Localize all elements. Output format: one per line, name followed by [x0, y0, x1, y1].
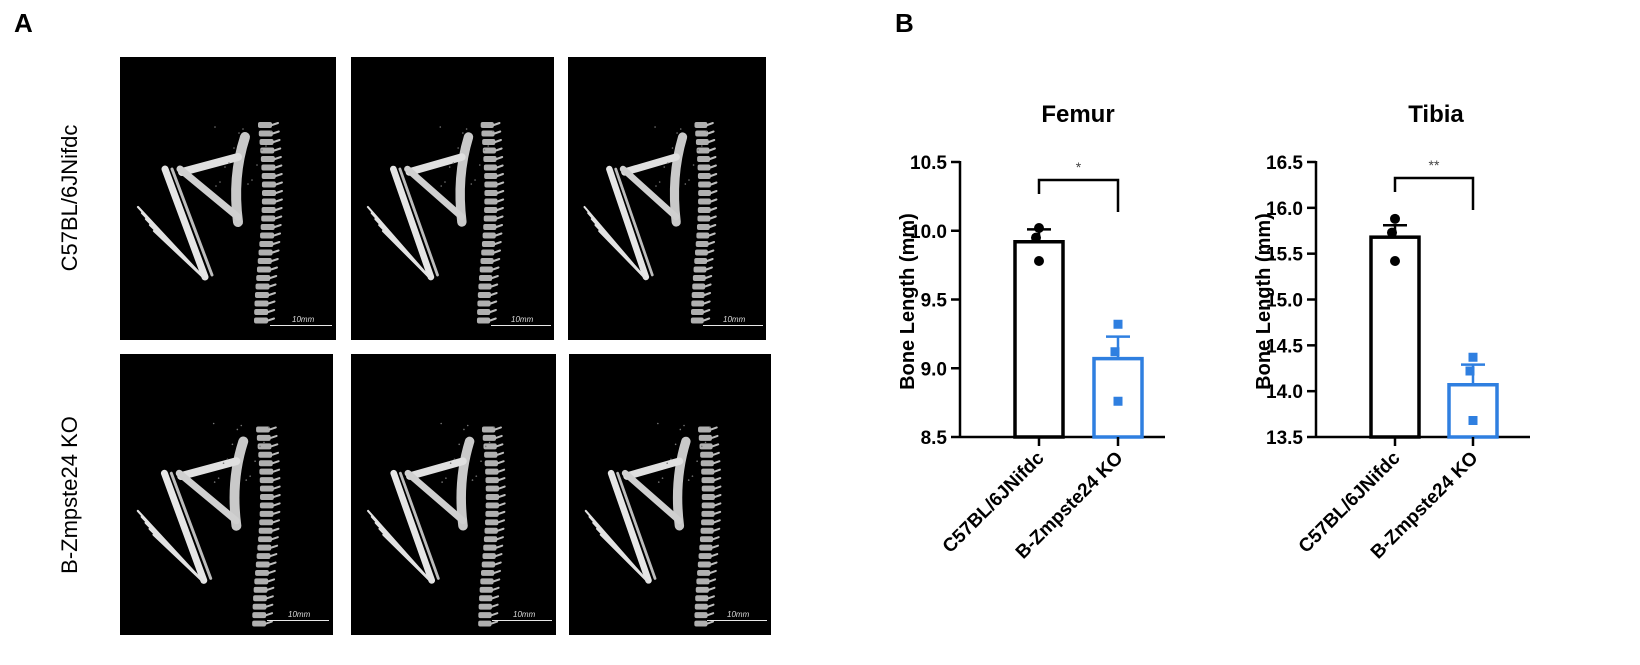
data-point — [1390, 213, 1400, 224]
data-point — [1468, 352, 1478, 362]
skeleton-illustration — [583, 122, 718, 324]
micro-ct-image: 10mm — [120, 57, 336, 340]
bar-chart: Tibia 13.5 14.0 14.5 15.0 15.5 16.0 16.5 Bone Le… — [1253, 101, 1530, 563]
y-axis-label: Bone Length (mm) — [1253, 213, 1275, 390]
y-tick-label: 14.5 — [1266, 336, 1303, 357]
chart-title: Tibia — [1408, 101, 1464, 128]
y-tick-label: 10.0 — [910, 222, 947, 243]
y-tick-label: 10.5 — [910, 153, 947, 174]
bar — [1447, 383, 1499, 439]
y-tick-label: 15.0 — [1266, 291, 1303, 312]
scale-bar — [707, 620, 767, 621]
y-tick-label: 9.0 — [921, 359, 947, 380]
scale-bar — [491, 325, 551, 326]
scale-bar — [270, 325, 332, 326]
micro-ct-image: 10mm — [568, 57, 766, 340]
data-point — [1110, 347, 1120, 357]
y-tick-label: 15.5 — [1266, 245, 1303, 266]
data-point — [1031, 232, 1041, 243]
data-point — [1390, 256, 1400, 266]
y-tick-label: 13.5 — [1266, 428, 1303, 449]
scale-bar — [703, 325, 763, 326]
data-point — [1387, 227, 1397, 238]
significance-bracket — [1393, 176, 1475, 210]
data-point — [1113, 396, 1123, 406]
significance-label: * — [1076, 159, 1082, 175]
skeleton-illustration — [584, 422, 722, 627]
micro-ct-image: 10mm — [120, 354, 333, 635]
scale-bar-label: 10mm — [727, 610, 750, 619]
y-tick-label: 8.5 — [921, 428, 948, 449]
scale-bar — [492, 620, 552, 621]
significance-bracket — [1037, 178, 1120, 212]
scale-bar-label: 10mm — [288, 610, 311, 619]
skeleton-illustration — [136, 422, 281, 627]
skeleton-illustration — [367, 422, 506, 627]
micro-ct-image: 10mm — [569, 354, 771, 635]
micro-ct-image: 10mm — [351, 354, 556, 635]
chart-title: Femur — [1041, 101, 1114, 128]
panel-label-a: A — [14, 8, 33, 38]
scale-bar-label: 10mm — [511, 315, 534, 324]
significance-label: ** — [1429, 157, 1440, 173]
scale-bar-label: 10mm — [513, 610, 536, 619]
data-point — [1465, 366, 1475, 376]
y-tick-label: 16.5 — [1266, 153, 1303, 174]
y-axis-label: Bone Length (mm) — [897, 213, 919, 390]
y-tick-label: 9.5 — [921, 291, 948, 312]
skeleton-illustration — [366, 122, 505, 324]
data-point — [1468, 416, 1478, 425]
scale-bar — [267, 620, 329, 621]
y-tick-label: 16.0 — [1266, 199, 1303, 220]
bar — [1369, 235, 1421, 439]
bar — [1013, 240, 1065, 439]
skeleton-illustration — [136, 122, 283, 324]
panel-label-b: B — [895, 8, 914, 38]
scale-bar-label: 10mm — [723, 315, 746, 324]
scale-bar-label: 10mm — [292, 315, 315, 324]
data-point — [1034, 256, 1044, 266]
data-point — [1113, 319, 1123, 329]
y-tick-label: 14.0 — [1266, 382, 1303, 403]
micro-ct-image: 10mm — [351, 57, 554, 340]
data-point — [1034, 223, 1044, 233]
